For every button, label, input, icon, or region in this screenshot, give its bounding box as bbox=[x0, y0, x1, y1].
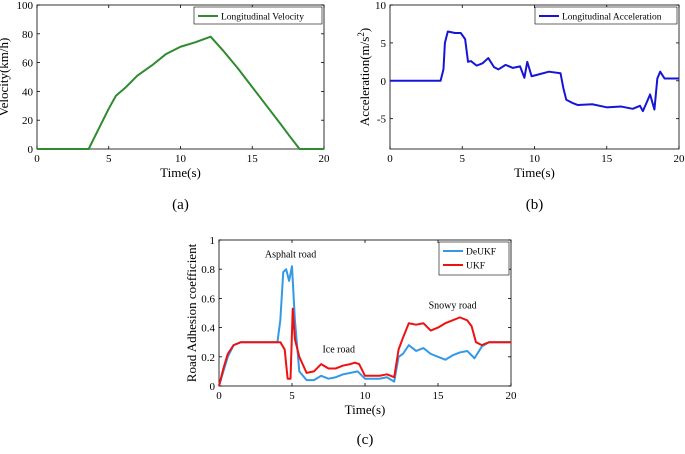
x-tick-label: 15 bbox=[247, 153, 259, 165]
legend-box bbox=[438, 241, 510, 276]
y-tick-label: 5 bbox=[381, 38, 387, 50]
y-axis-label: Acceleration(m/s2) bbox=[356, 28, 372, 126]
legend-entry: UKF bbox=[466, 262, 485, 272]
y-tick-label: 100 bbox=[17, 0, 34, 12]
y-tick-label: 0 bbox=[381, 76, 387, 88]
y-tick-label: 0.8 bbox=[201, 264, 215, 276]
chart-3: 0 5 10 15 20 0 0.2 0.4 0.6 0.8 1 DeUKF UKF Asphalt ro… bbox=[184, 235, 517, 448]
y-tick-label: -5 bbox=[377, 114, 387, 126]
x-tick-label: 5 bbox=[106, 153, 112, 165]
y-tick-label: 10 bbox=[375, 0, 387, 12]
y-tick-label: 80 bbox=[22, 29, 34, 41]
x-tick-label: 0 bbox=[34, 153, 40, 165]
series-line-ukf bbox=[218, 307, 511, 387]
y-axis-label: Velocity(km/h) bbox=[0, 38, 11, 117]
x-tick-label: 0 bbox=[387, 153, 393, 165]
x-tick-label: 0 bbox=[216, 390, 222, 402]
plot-area bbox=[36, 4, 325, 150]
chart-1: 0 5 10 15 20 0 20 40 60 80 100 Longitudinal Velocit… bbox=[0, 0, 330, 213]
y-tick-label: 0.6 bbox=[201, 293, 215, 305]
legend-entry: Longitudinal Acceleration bbox=[562, 13, 662, 23]
x-tick-label: 5 bbox=[289, 390, 295, 402]
legend-entry: Longitudinal Velocity bbox=[221, 13, 304, 23]
x-tick-label: 15 bbox=[601, 153, 613, 165]
annotation: Asphalt road bbox=[265, 250, 316, 261]
legend-entry: DeUKF bbox=[466, 248, 496, 258]
x-axis-label: Time(s) bbox=[160, 165, 201, 180]
x-axis-label: Time(s) bbox=[345, 402, 386, 417]
series-line-longitudinal-acceleration bbox=[390, 30, 679, 113]
y-tick-label: 0.4 bbox=[201, 323, 215, 335]
y-tick-label: 40 bbox=[22, 86, 34, 98]
panel-label: (c) bbox=[357, 432, 374, 448]
y-tick-label: 0 bbox=[210, 381, 216, 393]
annotation: Snowy road bbox=[429, 301, 477, 312]
y-tick-label: 0.2 bbox=[201, 352, 215, 364]
x-tick-label: 5 bbox=[460, 153, 466, 165]
series-line-longitudinal-velocity bbox=[37, 35, 324, 150]
annotation: Ice road bbox=[322, 344, 354, 355]
x-tick-label: 20 bbox=[506, 390, 518, 402]
panel-label: (b) bbox=[526, 197, 544, 213]
series-line-deukf bbox=[218, 265, 511, 387]
y-tick-label: 60 bbox=[22, 58, 34, 70]
x-tick-label: 10 bbox=[529, 153, 541, 165]
x-tick-label: 10 bbox=[360, 390, 372, 402]
legend-box bbox=[534, 6, 678, 25]
x-axis-label: Time(s) bbox=[514, 165, 555, 180]
chart-2: 0 5 10 15 20 -5 0 5 10 Longitudinal Acceleration T… bbox=[356, 0, 685, 213]
x-tick-label: 20 bbox=[674, 153, 685, 165]
x-tick-label: 20 bbox=[319, 153, 331, 165]
y-tick-label: 1 bbox=[210, 235, 216, 247]
legend-box bbox=[193, 6, 323, 25]
y-tick-label: 0 bbox=[28, 144, 34, 156]
x-tick-label: 15 bbox=[433, 390, 445, 402]
plot-area bbox=[389, 4, 680, 150]
x-tick-label: 10 bbox=[175, 153, 187, 165]
y-tick-label: 20 bbox=[22, 115, 34, 127]
y-axis-label: Road Adhesion coefficient bbox=[184, 243, 199, 382]
panel-label: (a) bbox=[172, 197, 189, 213]
